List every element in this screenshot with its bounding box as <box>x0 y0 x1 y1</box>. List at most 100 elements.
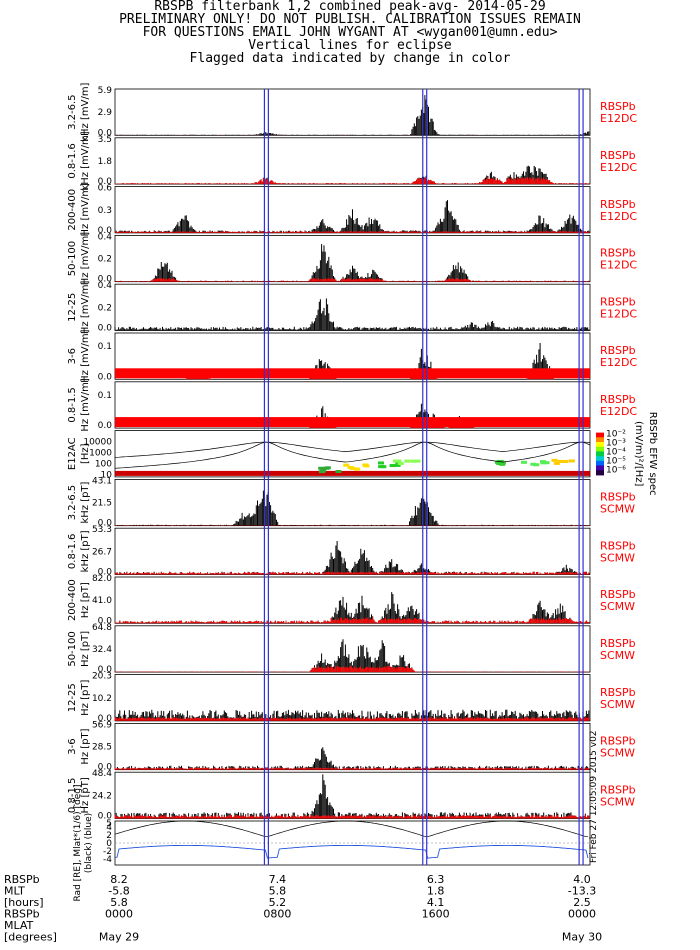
y-tick-label: 0.0 <box>98 616 113 626</box>
y-tick-label: 1000 <box>89 449 112 459</box>
footer-value: 1.8 <box>427 885 445 898</box>
footer-value: -5.8 <box>108 885 129 898</box>
flagged-trace <box>114 717 590 721</box>
panel-band-label: 0.8-1.5 <box>67 778 78 813</box>
orbit-y-tick: 2 <box>106 831 112 841</box>
flagged-block <box>115 417 590 428</box>
colorbar-cell <box>596 446 604 452</box>
spectrogram-pixel <box>380 465 387 469</box>
footer-row-label: MLT <box>4 885 25 898</box>
sensor-label: E12DC <box>600 210 637 223</box>
y-tick-label: 21.5 <box>92 499 112 509</box>
footer-value: 0000 <box>568 908 596 921</box>
y-tick-label: 28.5 <box>92 743 112 753</box>
flagged-trace <box>114 617 590 624</box>
sensor-label: SCMW <box>600 795 635 808</box>
footer-value: 0000 <box>105 908 133 921</box>
spectrogram-pixel <box>414 459 421 463</box>
sensor-label: SCMW <box>600 600 635 613</box>
footer-row-label: RBSPb <box>4 908 40 921</box>
footer-value: 8.2 <box>110 873 128 886</box>
spectrogram-pixel <box>354 467 361 471</box>
panel-unit-label: kHz [pT] <box>80 530 91 572</box>
y-tick-label: 5.9 <box>98 86 113 96</box>
footer-value: 5.8 <box>269 885 287 898</box>
footer-value: May 29 <box>99 931 139 944</box>
y-tick-label: 3.5 <box>98 135 112 145</box>
spectrogram-pixel <box>320 469 327 473</box>
y-tick-label: 82.0 <box>92 574 112 584</box>
colorbar-cell <box>596 442 604 448</box>
y-tick-label: 0.1 <box>98 391 112 401</box>
flagged-trace <box>114 231 590 233</box>
panel-band-label: 12-25 <box>67 683 78 712</box>
colorbar-cell <box>596 460 604 466</box>
y-tick-label: 48.4 <box>92 769 112 779</box>
flag-note: Flagged data indicated by change in colo… <box>189 51 511 66</box>
spectrogram-pixel <box>553 461 560 465</box>
sensor-label: RBSPb <box>600 637 636 650</box>
colorbar-tick: 10⁻⁴ <box>606 448 626 458</box>
panel-band-label: 0.8-1.6 <box>67 534 78 569</box>
panel-unit-label: Hz [mV/m] <box>80 329 91 383</box>
sensor-label: E12DC <box>600 356 637 369</box>
panel-band-label: 12-25 <box>67 293 78 322</box>
panel-band-label: 0.8-1.6 <box>67 143 78 178</box>
panel-band-label: 3.2-6.5 <box>67 485 78 520</box>
flagged-trace <box>114 815 590 819</box>
spectrogram-pixel <box>395 459 402 463</box>
flagged-trace <box>114 177 590 185</box>
chart-header: RBSPB filterbank 1,2 combined peak-avg- … <box>0 0 700 65</box>
colorbar-cell <box>596 432 604 438</box>
y-tick-label: 0.4 <box>98 281 113 291</box>
orbit-y-sublabel: (black) (blue) <box>84 813 94 873</box>
sensor-label: RBSPb <box>600 198 636 211</box>
panel-unit-label: Hz [pT] <box>80 582 91 618</box>
spectrogram-pixel <box>556 460 563 464</box>
sensor-label: RBSPb <box>600 393 636 406</box>
y-tick-label: 0.2 <box>98 303 112 313</box>
y-tick-label: 10.2 <box>92 694 112 704</box>
y-tick-label: 0.0 <box>98 714 113 724</box>
colorbar-title: RBSPb EFW spec <box>647 412 658 496</box>
y-tick-label: 56.9 <box>92 720 112 730</box>
sensor-label: SCMW <box>600 698 635 711</box>
colorbar-tick: 10⁻⁵ <box>606 457 626 467</box>
footer-value: -13.3 <box>568 885 596 898</box>
panel-frame <box>114 478 591 527</box>
footer-value: 0800 <box>263 908 291 921</box>
flagged-trace <box>114 278 590 282</box>
spectrogram-pixel <box>551 458 558 462</box>
panel-unit-label: Hz [mV/m] <box>80 183 91 237</box>
orbit-y-tick: 4 <box>106 823 112 833</box>
y-tick-label: 0.0 <box>98 128 113 138</box>
radius-curve <box>114 820 588 838</box>
panel-unit-label: Hz [mV/m] <box>80 281 91 335</box>
spectrogram-pixel <box>562 459 569 463</box>
sensor-label: E12DC <box>600 307 637 320</box>
spectrogram-pixel <box>347 465 354 469</box>
footer-row-label: RBSPb <box>4 873 40 886</box>
orbit-y-tick: 5 <box>106 819 112 829</box>
footer-row-label: [hours] <box>4 896 44 909</box>
y-tick-label: 10 <box>101 471 113 481</box>
y-tick-label: 0.0 <box>98 568 113 578</box>
orbit-y-tick: -2 <box>103 847 112 857</box>
panel-band-label: 200-400 <box>67 189 78 231</box>
spectrogram-pixel <box>397 461 404 465</box>
flagged-trace <box>114 767 590 770</box>
sensor-label: SCMW <box>600 747 635 760</box>
panel-unit-label: Hz [pT] <box>80 680 91 716</box>
spectrogram-band <box>115 470 590 476</box>
sensor-label: RBSPb <box>600 491 636 504</box>
panel-frame <box>114 88 591 136</box>
panel-unit-label: Hz [mV/m] <box>80 378 91 432</box>
